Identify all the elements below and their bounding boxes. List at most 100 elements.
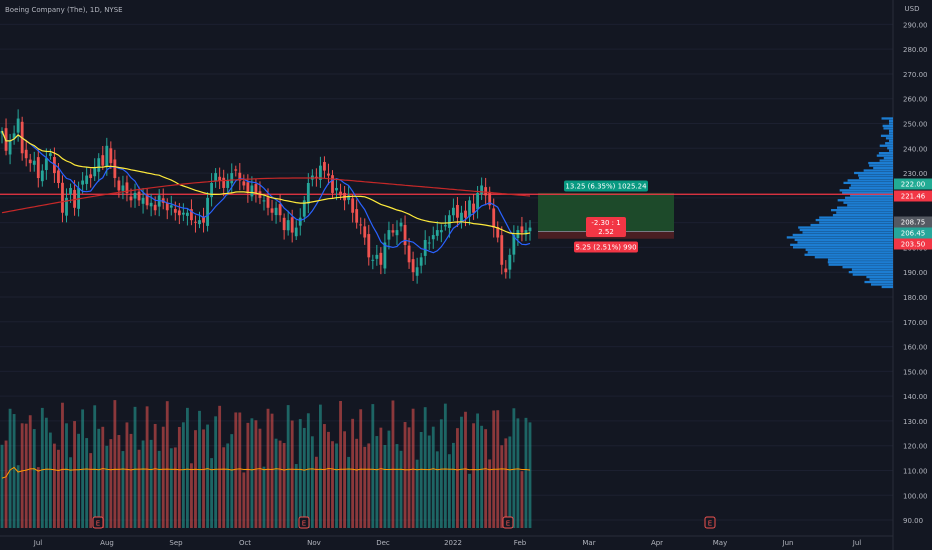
volume-bar-57 <box>230 434 234 528</box>
candle-body-94 <box>379 252 383 265</box>
candle-body-49 <box>198 220 201 225</box>
volume-bar-43 <box>173 447 177 528</box>
volume-bar-53 <box>214 416 218 528</box>
volume-bar-87 <box>351 418 355 528</box>
volume-bar-28 <box>113 400 117 528</box>
volume-bar-73 <box>294 464 298 528</box>
volume-profile-bar-0 <box>881 285 893 289</box>
volume-bar-119 <box>480 425 484 528</box>
volume-profile-bar-55 <box>889 149 893 152</box>
candle-body-72 <box>290 217 294 233</box>
volume-bar-1 <box>4 440 8 528</box>
price-label-3: 206.45 <box>901 230 926 238</box>
volume-bar-128 <box>516 418 520 528</box>
candle-body-88 <box>355 209 359 223</box>
volume-profile-bar-35 <box>837 199 893 202</box>
candle-body-24 <box>97 158 101 172</box>
volume-bar-29 <box>117 435 121 528</box>
volume-bar-60 <box>242 472 246 528</box>
candle-body-115 <box>464 210 467 218</box>
volume-profile-bar-44 <box>858 176 893 180</box>
volume-bar-88 <box>355 438 359 528</box>
x-tick-label-7: Feb <box>514 539 527 547</box>
candle-body-16 <box>65 197 68 216</box>
y-tick-label-14: 150.00 <box>903 368 928 376</box>
candle-body-63 <box>254 184 258 193</box>
volume-bar-78 <box>314 456 318 528</box>
y-tick-label-12: 170.00 <box>903 319 928 327</box>
earnings-marker-0 <box>92 516 104 529</box>
candle-body-70 <box>282 217 286 231</box>
volume-bar-10 <box>40 407 44 528</box>
volume-profile-bar-13 <box>804 253 893 256</box>
volume-bar-67 <box>270 413 274 528</box>
candle-body-113 <box>456 204 459 218</box>
volume-profile-bar-41 <box>850 184 893 187</box>
candle-body-53 <box>214 173 218 181</box>
candle-body-112 <box>451 207 455 216</box>
volume-bar-86 <box>347 456 351 528</box>
candle-body-50 <box>202 216 205 223</box>
candle-body-27 <box>109 148 113 164</box>
candle-body-124 <box>500 235 504 265</box>
candle-body-129 <box>520 226 524 233</box>
candle-body-44 <box>177 210 181 216</box>
candle-body-76 <box>306 183 310 204</box>
volume-profile-bar-11 <box>827 258 893 261</box>
candle-body-73 <box>294 227 298 237</box>
candle-body-31 <box>125 182 129 193</box>
candle-body-86 <box>347 195 351 200</box>
candle-body-118 <box>476 192 480 210</box>
y-tick-label-15: 140.00 <box>903 393 928 401</box>
candle-body-125 <box>504 268 508 273</box>
candle-body-18 <box>73 189 76 208</box>
volume-profile-bar-25 <box>810 223 893 227</box>
price-label-3-bg <box>894 227 932 239</box>
candle-body-105 <box>423 240 427 256</box>
volume-bar-105 <box>423 407 427 528</box>
volume-bar-104 <box>419 431 423 528</box>
candle-body-104 <box>419 257 423 266</box>
volume-bar-27 <box>109 439 113 528</box>
y-tick-label-18: 110.00 <box>903 467 928 475</box>
volume-profile-bar-20 <box>786 236 893 239</box>
volume-bar-35 <box>141 440 145 528</box>
volume-profile-bar-51 <box>879 159 893 162</box>
x-tick-label-3: Oct <box>239 539 251 547</box>
volume-bar-101 <box>407 427 411 528</box>
volume-profile-bar-18 <box>797 241 893 244</box>
candle-body-12 <box>48 153 52 156</box>
candle-body-33 <box>133 192 137 199</box>
candle-body-90 <box>363 226 367 238</box>
volume-profile-bar-32 <box>837 206 893 209</box>
candle-body-121 <box>488 191 492 206</box>
volume-bar-23 <box>93 405 97 528</box>
volume-profile-bar-49 <box>869 164 893 167</box>
candle-body-99 <box>399 222 403 227</box>
candle-body-111 <box>447 215 451 228</box>
volume-bar-108 <box>435 451 439 528</box>
volume-bar-93 <box>375 436 379 528</box>
x-tick-label-1: Aug <box>100 539 114 547</box>
candle-body-97 <box>391 230 395 233</box>
volume-profile-bar-14 <box>807 251 893 254</box>
volume-profile-bar-10 <box>827 261 893 264</box>
candle-body-114 <box>460 212 463 222</box>
candle-body-96 <box>387 230 391 240</box>
volume-bar-94 <box>379 427 383 528</box>
volume-profile-bar-22 <box>802 231 893 234</box>
y-tick-label-20: 90.00 <box>903 517 923 525</box>
volume-bar-18 <box>73 421 76 528</box>
x-tick-label-9: Apr <box>651 539 663 547</box>
volume-bar-126 <box>508 436 512 528</box>
volume-profile-bar-9 <box>828 263 893 266</box>
volume-profile-bar-63 <box>889 129 893 132</box>
volume-bar-91 <box>367 443 371 528</box>
volume-bar-51 <box>206 424 209 528</box>
candle-body-79 <box>318 165 322 180</box>
volume-bar-117 <box>472 423 475 528</box>
candle-body-109 <box>439 230 443 233</box>
volume-profile-bar-53 <box>876 154 893 157</box>
volume-bar-75 <box>302 427 306 528</box>
